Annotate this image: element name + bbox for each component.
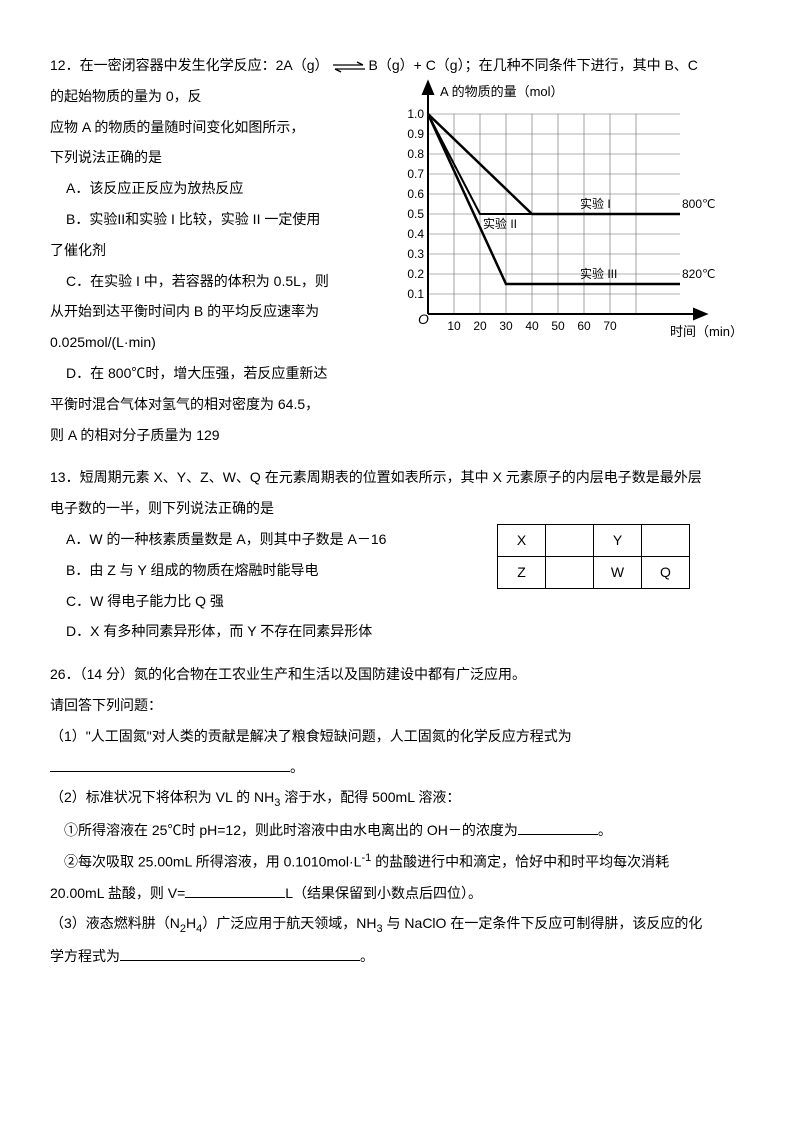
- svg-text:70: 70: [603, 319, 617, 333]
- svg-text:20: 20: [473, 319, 487, 333]
- svg-text:A 的物质的量（mol）: A 的物质的量（mol）: [440, 84, 564, 99]
- q13-options: A．W 的一种核素质量数是 A，则其中子数是 A－16 B．由 Z 与 Y 组成…: [50, 524, 750, 616]
- q13-opt-d: D．X 有多种同素异形体，而 Y 不存在同素异形体: [50, 616, 750, 647]
- cell-blank-3: [546, 556, 594, 588]
- q26-score: （14 分）: [80, 666, 134, 682]
- q13-intro: 13．短周期元素 X、Y、Z、W、Q 在元素周期表的位置如表所示，其中 X 元素…: [50, 462, 750, 493]
- cell-y: Y: [594, 524, 642, 556]
- svg-text:40: 40: [525, 319, 539, 333]
- svg-text:O: O: [418, 311, 429, 327]
- q26-p2-2b-text: 的盐酸进行中和滴定，恰好中和时平均每次消耗: [371, 854, 669, 870]
- q12-opt-c-cont: 从开始到达平衡时间内 B 的平均反应速率为: [50, 296, 360, 327]
- periodic-table-fragment: X Y Z W Q: [497, 524, 690, 589]
- q12-opt-b: B．实验II和实验 I 比较，实验 II 一定使用: [50, 204, 360, 235]
- svg-text:0.8: 0.8: [407, 147, 424, 161]
- q26-p2: （2）标准状况下将体积为 VL 的 NH3 溶于水，配得 500mL 溶液：: [50, 782, 750, 815]
- q26-number: 26．: [50, 666, 80, 682]
- q26-p2-1-text: ①所得溶液在 25℃时 pH=12，则此时溶液中由水电离出的 OH－的浓度为: [64, 822, 518, 838]
- svg-text:实验 III: 实验 III: [580, 266, 617, 281]
- svg-text:0.1: 0.1: [407, 287, 424, 301]
- q12-opt-d: D．在 800℃时，增大压强，若反应重新达: [50, 358, 360, 389]
- cell-z: Z: [498, 556, 546, 588]
- question-12: 12．在一密闭容器中发生化学反应：2A（g） B（g）+ C（g）；在几种不同条件…: [50, 50, 750, 450]
- q12-opt-c-val: 0.025mol/(L·min): [50, 327, 360, 358]
- q12-intro: 12．在一密闭容器中发生化学反应：2A（g） B（g）+ C（g）；在几种不同条件…: [50, 50, 750, 81]
- svg-text:0.4: 0.4: [407, 227, 424, 241]
- q26-p3: （3）液态燃料肼（N2H4）广泛应用于航天领域，NH3 与 NaClO 在一定条…: [50, 908, 750, 941]
- q26-p2-1: ①所得溶液在 25℃时 pH=12，则此时溶液中由水电离出的 OH－的浓度为。: [50, 815, 750, 846]
- svg-text:实验 II: 实验 II: [483, 216, 517, 231]
- q26-p2-2c-text: 20.00mL 盐酸，则 V=: [50, 885, 185, 901]
- q12-number: 12．: [50, 57, 80, 73]
- q26-p3a: （3）液态燃料肼（N: [50, 915, 180, 931]
- q12-opt-d-cont2: 则 A 的相对分子质量为 129: [50, 420, 750, 451]
- q26-p2-intro: （2）标准状况下将体积为 VL 的 NH: [50, 789, 274, 805]
- q12-opt-d-cont: 平衡时混合气体对氢气的相对密度为 64.5，: [50, 389, 750, 420]
- q26-p3d: 与 NaClO 在一定条件下反应可制得肼，该反应的化: [383, 915, 703, 931]
- svg-text:800℃: 800℃: [682, 197, 716, 211]
- question-26: 26．（14 分）氮的化合物在工农业生产和生活以及国防建设中都有广泛应用。 请回…: [50, 659, 750, 972]
- blank-input: [518, 821, 598, 835]
- q12-opt-b-cont: 了催化剂: [50, 235, 360, 266]
- cell-x: X: [498, 524, 546, 556]
- q26-p1: （1）"人工固氮"对人类的贡献是解决了粮食短缺问题，人工固氮的化学反应方程式为: [50, 721, 750, 752]
- q26-intro-text: 氮的化合物在工农业生产和生活以及国防建设中都有广泛应用。: [134, 666, 526, 682]
- cell-blank-1: [546, 524, 594, 556]
- q26-intro: 26．（14 分）氮的化合物在工农业生产和生活以及国防建设中都有广泛应用。: [50, 659, 750, 690]
- svg-text:10: 10: [447, 319, 461, 333]
- question-13: 13．短周期元素 X、Y、Z、W、Q 在元素周期表的位置如表所示，其中 X 元素…: [50, 462, 750, 647]
- q26-p2-2c: 20.00mL 盐酸，则 V= L（结果保留到小数点后四位）。: [50, 878, 750, 909]
- q26-p2-2d-text: L（结果保留到小数点后四位）。: [285, 885, 482, 901]
- equilibrium-arrow-icon: [329, 60, 369, 72]
- q26-p3b: H: [186, 915, 196, 931]
- q13-intro2: 电子数的一半，则下列说法正确的是: [50, 493, 750, 524]
- q12-line3: 应物 A 的物质的量随时间变化如图所示，: [50, 112, 360, 143]
- cell-blank-2: [642, 524, 690, 556]
- svg-text:0.2: 0.2: [407, 267, 424, 281]
- svg-text:60: 60: [577, 319, 591, 333]
- q12-intro-p1: 在一密闭容器中发生化学反应：2A（g）: [80, 57, 329, 73]
- q12-opt-a: A．该反应正反应为放热反应: [50, 173, 360, 204]
- svg-text:820℃: 820℃: [682, 267, 716, 281]
- q26-p2-2a-text: ②每次吸取 25.00mL 所得溶液，用 0.1010mol·L: [64, 854, 361, 870]
- blank-input: [185, 884, 285, 898]
- svg-text:1.0: 1.0: [407, 107, 424, 121]
- blank-input: [120, 947, 360, 961]
- svg-text:0.3: 0.3: [407, 247, 424, 261]
- q26-p2-2a: ②每次吸取 25.00mL 所得溶液，用 0.1010mol·L-1 的盐酸进行…: [50, 846, 750, 877]
- q12-intro-p2: B（g）+ C（g）；在几种不同条件下进行，其中 B、C: [369, 57, 698, 73]
- q12-line4: 下列说法正确的是: [50, 142, 360, 173]
- blank-input: [50, 758, 290, 772]
- q26-p3e: 学方程式为。: [50, 941, 750, 972]
- svg-text:0.6: 0.6: [407, 187, 424, 201]
- q13-number: 13．: [50, 469, 80, 485]
- q26-p1-blank-line: 。: [50, 752, 750, 783]
- svg-text:0.7: 0.7: [407, 167, 424, 181]
- svg-text:0.5: 0.5: [407, 207, 424, 221]
- svg-text:50: 50: [551, 319, 565, 333]
- q13-opt-c: C．W 得电子能力比 Q 强: [50, 586, 750, 617]
- q13-intro-text: 短周期元素 X、Y、Z、W、Q 在元素周期表的位置如表所示，其中 X 元素原子的…: [80, 469, 702, 485]
- svg-text:0.9: 0.9: [407, 127, 424, 141]
- q26-p2-intro2: 溶于水，配得 500mL 溶液：: [280, 789, 460, 805]
- q12-line2: 的起始物质的量为 0，反: [50, 81, 360, 112]
- svg-text:30: 30: [499, 319, 513, 333]
- q26-p3e-text: 学方程式为: [50, 948, 120, 964]
- svg-text:时间（min）: 时间（min）: [670, 324, 743, 339]
- q26-prompt: 请回答下列问题：: [50, 690, 750, 721]
- q12-opt-c: C．在实验 I 中，若容器的体积为 0.5L，则: [50, 266, 360, 297]
- svg-text:实验 I: 实验 I: [580, 196, 611, 211]
- concentration-time-chart: 1.0 0.9 0.8 0.7 0.6 0.5 0.4 0.3 0.2 0.1 10 20 30 40 5…: [380, 78, 750, 348]
- cell-q: Q: [642, 556, 690, 588]
- cell-w: W: [594, 556, 642, 588]
- q26-p3c: ）广泛应用于航天领域，NH: [202, 915, 376, 931]
